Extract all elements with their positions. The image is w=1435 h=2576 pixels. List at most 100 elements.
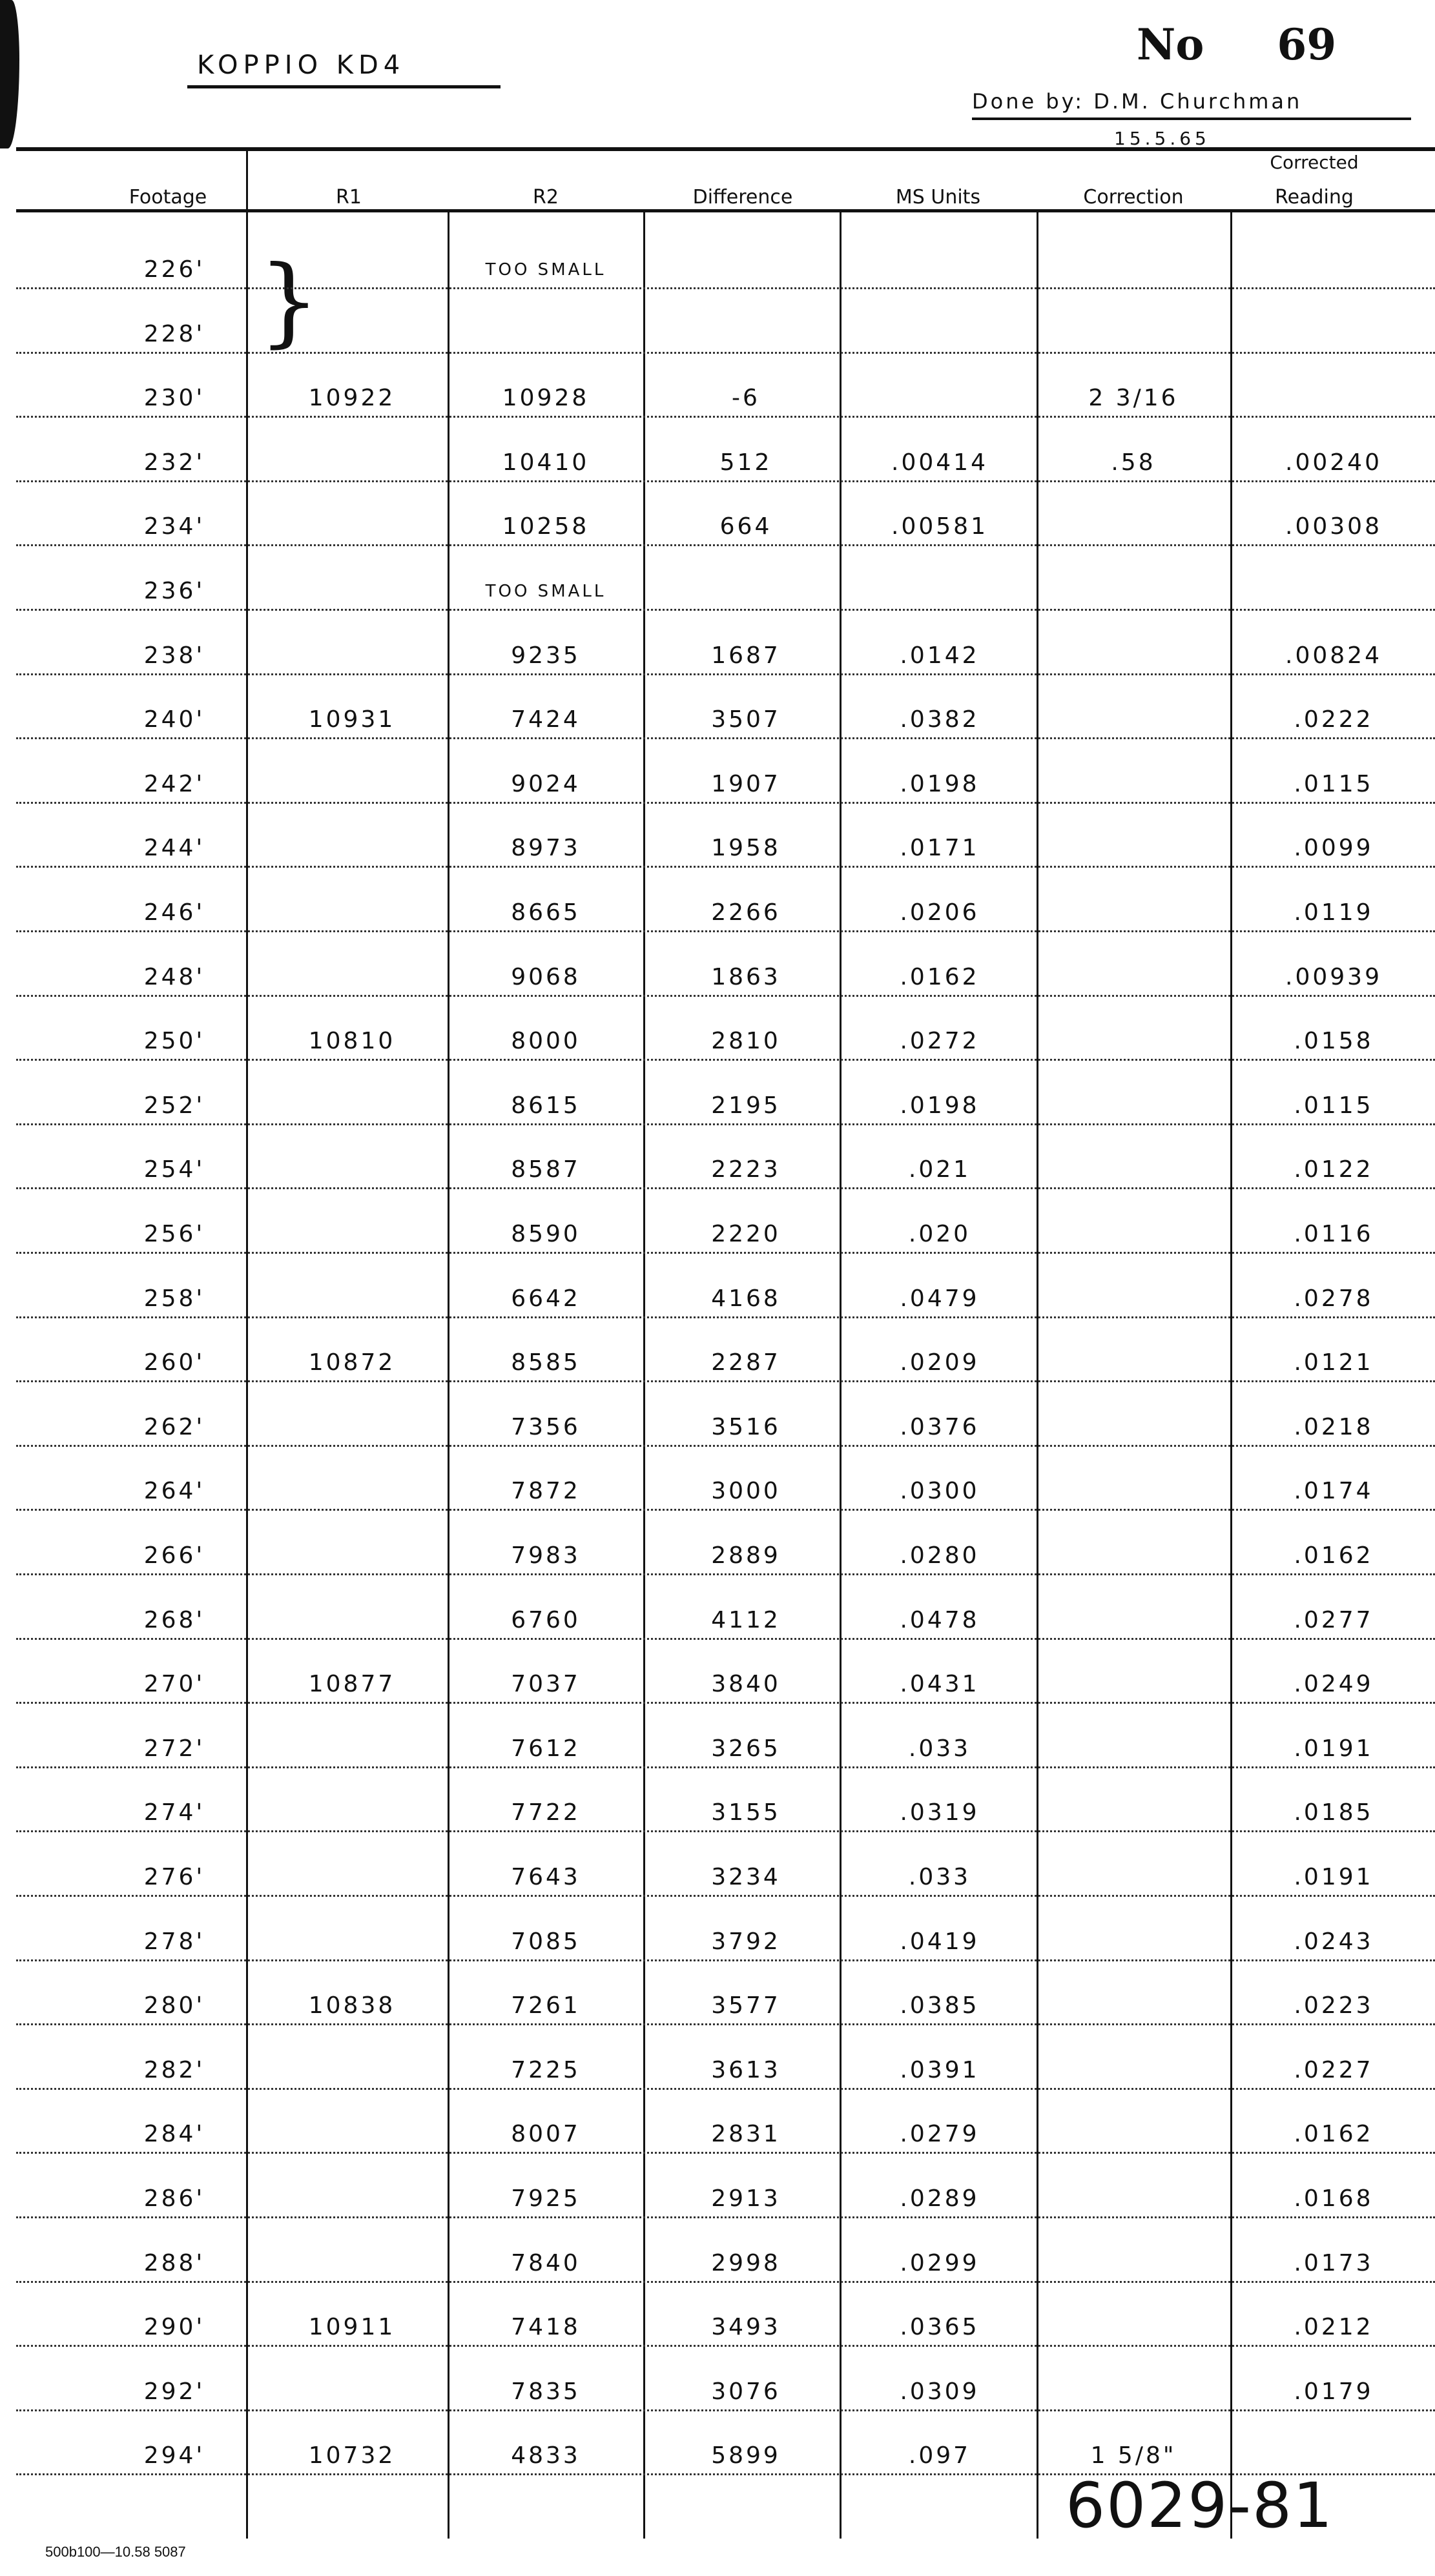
footage-cell: 250' xyxy=(143,1028,205,1055)
corrected-reading-cell: .0119 xyxy=(1294,899,1374,926)
corrected-reading-cell: .0168 xyxy=(1294,2185,1374,2212)
row-rule xyxy=(16,1766,1435,1768)
r2-cell: 4833 xyxy=(511,2442,581,2469)
correction-cell xyxy=(1043,1733,1224,1765)
r1-cell xyxy=(258,511,446,543)
r2-cell: 7835 xyxy=(511,2378,581,2405)
correction-cell xyxy=(1043,1926,1224,1958)
r1-cell xyxy=(258,1411,446,1444)
difference-cell: 2831 xyxy=(711,2121,781,2148)
row-rule xyxy=(16,1444,1435,1447)
difference-cell: 3613 xyxy=(711,2056,781,2083)
ms-units-cell: .0272 xyxy=(900,1028,980,1055)
r2-cell: 7424 xyxy=(511,706,581,733)
row-rule xyxy=(16,1059,1435,1061)
difference-cell: 2223 xyxy=(711,1156,781,1183)
ms-units-cell: .0419 xyxy=(900,1928,980,1955)
corrected-reading-cell: .0116 xyxy=(1294,1221,1374,1247)
row-rule xyxy=(16,1316,1435,1318)
difference-cell: 2810 xyxy=(711,1028,781,1055)
corrected-reading-cell: .0212 xyxy=(1294,2314,1374,2341)
r1-cell xyxy=(258,1540,446,1572)
correction-cell xyxy=(1043,511,1224,543)
col-header-ms-units: MS Units xyxy=(895,186,981,209)
col-divider xyxy=(1230,210,1232,2539)
r1-cell: 10877 xyxy=(308,1671,396,1698)
corrected-reading-cell: .0099 xyxy=(1294,835,1374,862)
footage-cell: 252' xyxy=(143,1092,205,1119)
correction-cell xyxy=(1043,575,1224,608)
ms-units-cell: .0376 xyxy=(900,1413,980,1440)
difference-cell: 3076 xyxy=(711,2378,781,2405)
r1-cell xyxy=(258,1475,446,1508)
row-rule xyxy=(16,2280,1435,2283)
r1-cell xyxy=(258,1861,446,1894)
ms-units-cell: .0209 xyxy=(900,1349,980,1376)
correction-cell xyxy=(1043,2376,1224,2408)
footage-cell: 274' xyxy=(143,1799,205,1826)
r2-cell: 7872 xyxy=(511,1478,581,1505)
r1-cell: 10922 xyxy=(308,385,396,412)
footage-cell: 284' xyxy=(143,2121,205,2148)
row-rule xyxy=(16,480,1435,482)
difference-cell: 3792 xyxy=(711,1928,781,1955)
correction-cell xyxy=(1043,1797,1224,1829)
correction-cell xyxy=(1043,832,1224,864)
r2-cell: 9024 xyxy=(511,770,581,797)
ms-units-cell: .0142 xyxy=(900,642,980,669)
r2-cell: 9235 xyxy=(511,642,581,669)
corrected-reading-cell: .0121 xyxy=(1294,1349,1374,1376)
corrected-reading-cell: .0115 xyxy=(1294,1092,1374,1119)
ms-units-cell: .0478 xyxy=(900,1606,980,1633)
footage-cell: 258' xyxy=(143,1285,205,1312)
row-rule xyxy=(16,866,1435,868)
correction-cell xyxy=(1043,768,1224,801)
ms-units-cell: .0289 xyxy=(900,2185,980,2212)
correction-cell: .58 xyxy=(1111,449,1156,476)
corrected-reading-cell: .0191 xyxy=(1294,1735,1374,1762)
ms-units-cell: .0319 xyxy=(900,1799,980,1826)
col-header-reading: Reading xyxy=(1275,186,1354,209)
ms-units-cell: .033 xyxy=(908,1735,971,1762)
footage-cell: 242' xyxy=(143,770,205,797)
difference-cell: 2266 xyxy=(711,899,781,926)
correction-cell xyxy=(1043,1154,1224,1186)
r2-cell: 7925 xyxy=(511,2185,581,2212)
footage-cell: 292' xyxy=(143,2378,205,2405)
footage-cell: 256' xyxy=(143,1221,205,1247)
ms-units-cell: .0300 xyxy=(900,1478,980,1505)
correction-cell: 2 3/16 xyxy=(1088,385,1179,412)
correction-cell xyxy=(1043,1283,1224,1315)
correction-cell xyxy=(1043,1668,1224,1701)
footage-cell: 236' xyxy=(143,578,205,604)
ms-units-cell xyxy=(846,575,1033,608)
row-rule xyxy=(16,1187,1435,1190)
r1-cell xyxy=(258,1218,446,1251)
footage-cell: 290' xyxy=(143,2314,205,2341)
correction-cell xyxy=(1043,2247,1224,2280)
footage-cell: 244' xyxy=(143,835,205,862)
done-by: Done by: D.M. Churchman xyxy=(972,89,1303,114)
difference-cell: 3840 xyxy=(711,1671,781,1698)
correction-cell xyxy=(1043,961,1224,994)
row-rule xyxy=(16,1573,1435,1575)
ms-units-cell: .0431 xyxy=(900,1671,980,1698)
ms-units-cell: .0171 xyxy=(900,835,980,862)
corrected-reading-cell xyxy=(1237,575,1430,608)
corrected-reading-cell: .0162 xyxy=(1294,1542,1374,1569)
site-title: KOPPIO KD4 xyxy=(197,50,406,80)
sheet-number: No 69 xyxy=(1137,19,1336,70)
row-rule xyxy=(16,2023,1435,2026)
r2-cell: 7225 xyxy=(511,2056,581,2083)
difference-cell: 3265 xyxy=(711,1735,781,1762)
r2-cell: 6642 xyxy=(511,1285,581,1312)
number-value: 69 xyxy=(1277,19,1337,70)
brace-mark: } xyxy=(258,245,320,358)
date: 15.5.65 xyxy=(1114,128,1210,149)
footage-cell: 226' xyxy=(143,256,205,283)
header-rule xyxy=(16,209,1435,212)
col-divider xyxy=(246,148,248,2539)
footage-cell: 280' xyxy=(143,1992,205,2019)
ms-units-cell: .0391 xyxy=(900,2056,980,2083)
correction-cell xyxy=(1043,1090,1224,1122)
